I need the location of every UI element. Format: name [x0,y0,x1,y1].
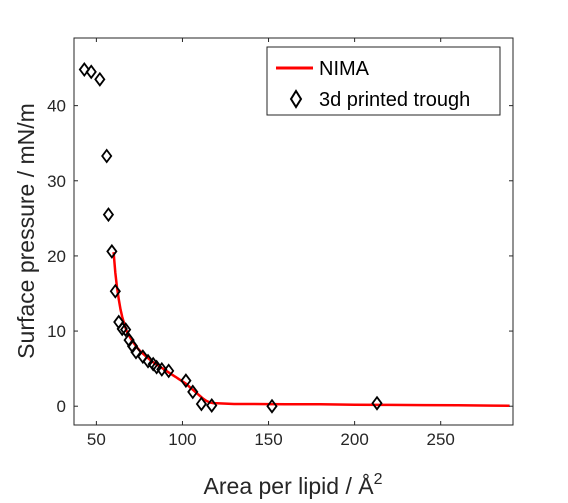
data-point [130,344,142,360]
data-point [163,363,175,379]
data-point [78,62,90,78]
data-point [85,64,97,80]
y-tick-label: 0 [57,397,66,416]
x-tick-label: 100 [168,430,196,449]
data-point [195,396,208,412]
data-point [142,353,154,369]
y-tick-label: 10 [47,322,66,341]
x-tick-label: 200 [340,430,368,449]
data-point [94,71,106,87]
legend-trough-label: 3d printed trough [319,89,470,111]
data-marks [78,62,510,414]
data-point [101,148,113,164]
y-axis-title: Surface pressure / mN/m [13,103,39,359]
x-axis-title-text: Area per lipid / Å [204,472,375,499]
data-point [180,373,192,389]
data-point [187,384,199,400]
x-tick-label: 150 [254,430,282,449]
data-point [116,321,128,337]
legend-box [266,46,501,116]
axis-ticks: 50 100 150 200 250 0 10 20 30 40 [47,38,513,449]
x-tick-label: 250 [427,430,455,449]
data-point [120,322,132,338]
data-point [102,207,115,223]
legend: NIMA 3d printed trough [266,46,501,116]
data-point [371,395,383,411]
legend-nima-label: NIMA [319,58,370,80]
x-tick-label: 50 [87,430,106,449]
y-tick-label: 20 [47,247,66,266]
y-tick-label: 40 [47,97,66,116]
x-axis-title: Area per lipid / Å2 [204,471,383,499]
data-point [106,243,118,259]
legend-trough-marker [289,89,303,109]
data-point [109,283,121,299]
data-point [266,398,278,414]
data-point [156,361,168,377]
data-point [206,397,218,413]
x-axis-title-superscript: 2 [374,471,383,488]
plot-frame [73,37,514,426]
data-point [137,349,149,365]
y-tick-label: 30 [47,172,66,191]
